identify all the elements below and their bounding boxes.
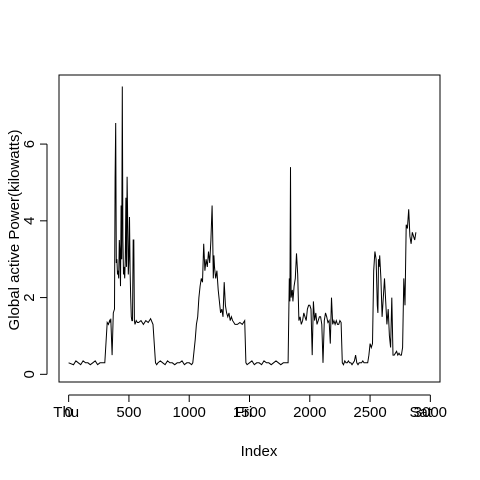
x-tick-label: 1500 bbox=[233, 404, 266, 421]
series-line bbox=[68, 86, 417, 366]
y-tick-label: 4 bbox=[21, 217, 38, 225]
x-tick-label: 0 bbox=[64, 404, 72, 421]
y-axis-title: Global active Power(kilowatts) bbox=[6, 130, 23, 331]
y-tick-label: 2 bbox=[21, 293, 38, 301]
x-tick-label: 1000 bbox=[173, 404, 206, 421]
x-day-label: Fri bbox=[235, 404, 253, 421]
x-axis-title: Index bbox=[241, 443, 278, 460]
x-tick-label: 2500 bbox=[353, 404, 386, 421]
x-day-label: Thu bbox=[53, 404, 79, 421]
y-tick-label: 0 bbox=[21, 370, 38, 378]
x-tick-label: 2000 bbox=[293, 404, 326, 421]
x-tick-label: 3000 bbox=[414, 404, 447, 421]
x-day-labels: Thu Fri Sat bbox=[53, 404, 432, 421]
x-tick-label: 500 bbox=[116, 404, 141, 421]
x-day-label: Sat bbox=[409, 404, 432, 421]
plot-frame bbox=[58, 74, 441, 383]
y-tick-label: 6 bbox=[21, 140, 38, 148]
y-axis-ticks: 0 2 4 6 bbox=[21, 140, 47, 378]
x-axis-ticks: 0 500 1000 1500 2000 2500 3000 bbox=[64, 395, 447, 421]
